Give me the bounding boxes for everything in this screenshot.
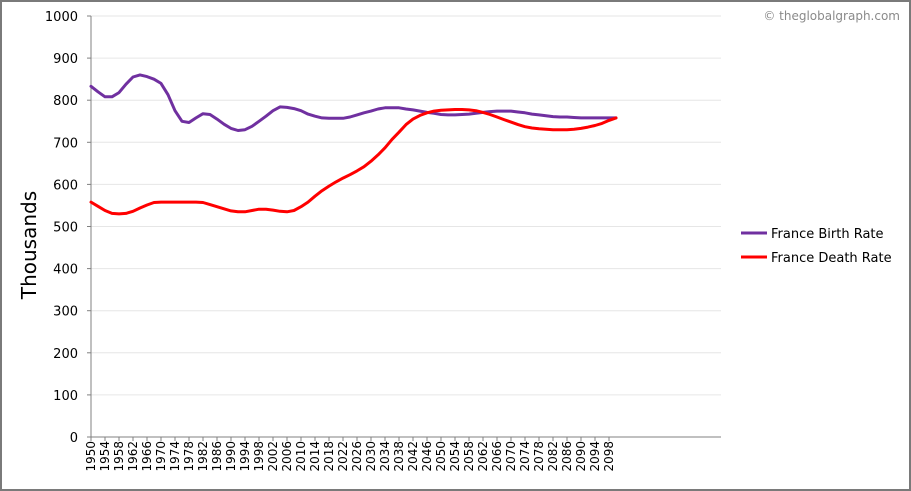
x-tick-label: 1950 bbox=[84, 441, 98, 472]
y-tick-label: 100 bbox=[53, 389, 78, 404]
x-tick-label: 2006 bbox=[280, 441, 294, 472]
x-tick-label: 1974 bbox=[168, 441, 182, 472]
series-lines bbox=[89, 73, 618, 216]
x-tick-label: 2002 bbox=[266, 441, 280, 472]
y-tick-label: 700 bbox=[53, 136, 78, 151]
x-tick-label: 2050 bbox=[434, 441, 448, 472]
y-tick-label: 900 bbox=[53, 52, 78, 67]
x-tick-label: 2066 bbox=[490, 441, 504, 472]
x-tick-label: 1998 bbox=[252, 441, 266, 472]
x-tick-label: 2042 bbox=[406, 441, 420, 472]
y-tick-label: 400 bbox=[53, 263, 78, 278]
x-tick-label: 2062 bbox=[476, 441, 490, 472]
x-tick-label: 2078 bbox=[532, 441, 546, 472]
x-tick-label: 2082 bbox=[546, 441, 560, 472]
x-tick-label: 2070 bbox=[504, 441, 518, 472]
x-tick-label: 2046 bbox=[420, 441, 434, 472]
x-tick-label: 1970 bbox=[154, 441, 168, 472]
x-tick-label: 1966 bbox=[140, 441, 154, 472]
x-axis-ticks: 1950 1954 1958 1962 1966 1970 1974 1978 1982 1986… bbox=[84, 437, 616, 472]
y-tick-label: 500 bbox=[53, 221, 78, 236]
x-tick-label: 2034 bbox=[378, 441, 392, 472]
credit-text: © theglobalgraph.com bbox=[763, 9, 900, 23]
x-tick-label: 2010 bbox=[294, 441, 308, 472]
y-tick-label: 300 bbox=[53, 305, 78, 320]
x-tick-label: 2030 bbox=[364, 441, 378, 472]
x-tick-label: 2026 bbox=[350, 441, 364, 472]
legend-label: France Birth Rate bbox=[771, 227, 884, 242]
x-tick-label: 2014 bbox=[308, 441, 322, 472]
x-tick-label: 1986 bbox=[210, 441, 224, 472]
x-tick-label: 2074 bbox=[518, 441, 532, 472]
x-tick-label: 2090 bbox=[574, 441, 588, 472]
x-tick-label: 1962 bbox=[126, 441, 140, 472]
series-line-death-rate bbox=[89, 108, 618, 216]
x-tick-label: 2086 bbox=[560, 441, 574, 472]
y-tick-label: 0 bbox=[70, 431, 78, 446]
x-tick-label: 2094 bbox=[588, 441, 602, 472]
y-axis-label: Thousands bbox=[17, 191, 41, 300]
y-tick-label: 800 bbox=[53, 94, 78, 109]
x-tick-label: 2038 bbox=[392, 441, 406, 472]
legend-label: France Death Rate bbox=[771, 251, 892, 266]
x-tick-label: 1958 bbox=[112, 441, 126, 472]
x-tick-label: 2022 bbox=[336, 441, 350, 472]
x-tick-label: 1994 bbox=[238, 441, 252, 472]
x-tick-label: 2018 bbox=[322, 441, 336, 472]
x-tick-label: 1982 bbox=[196, 441, 210, 472]
y-tick-label: 200 bbox=[53, 347, 78, 362]
series-line-birth-rate bbox=[89, 73, 618, 132]
y-tick-label: 1000 bbox=[45, 10, 78, 25]
legend: France Birth Rate France Death Rate bbox=[741, 227, 892, 266]
grid-lines bbox=[91, 15, 721, 396]
x-tick-label: 2054 bbox=[448, 441, 462, 472]
x-tick-label: 2098 bbox=[602, 441, 616, 472]
x-tick-label: 1978 bbox=[182, 441, 196, 472]
y-axis-ticks: 0 100 200 300 400 500 600 700 800 900 1000 bbox=[45, 10, 91, 446]
x-tick-label: 2058 bbox=[462, 441, 476, 472]
x-tick-label: 1954 bbox=[98, 441, 112, 472]
x-tick-label: 1990 bbox=[224, 441, 238, 472]
y-tick-label: 600 bbox=[53, 178, 78, 193]
